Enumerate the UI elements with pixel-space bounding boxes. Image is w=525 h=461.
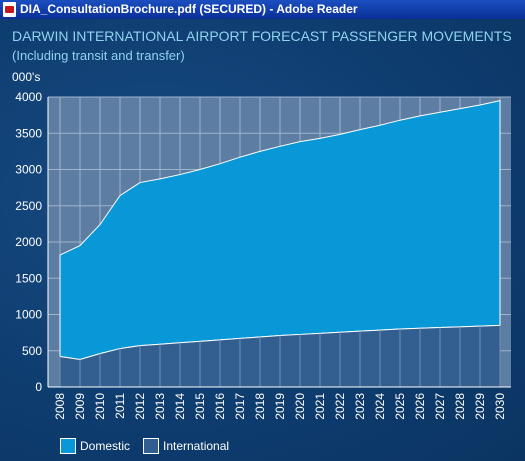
chart-subtitle: (Including transit and transfer)	[12, 48, 185, 63]
legend-international-label: International	[163, 439, 230, 453]
x-tick-label: 2021	[313, 393, 327, 420]
x-tick-label: 2013	[153, 393, 167, 420]
y-tick-label: 1500	[15, 271, 42, 285]
window-title: DIA_ConsultationBrochure.pdf (SECURED) -…	[20, 2, 358, 16]
window-titlebar[interactable]: DIA_ConsultationBrochure.pdf (SECURED) -…	[0, 0, 525, 19]
x-tick-label: 2011	[113, 393, 127, 419]
x-tick-label: 2020	[293, 393, 307, 420]
y-axis-unit-label: 000's	[12, 70, 41, 84]
x-tick-label: 2028	[453, 393, 467, 420]
x-tick-label: 2008	[53, 393, 67, 420]
x-tick-label: 2025	[393, 393, 407, 420]
pdf-icon	[3, 2, 16, 17]
y-tick-label: 0	[35, 380, 42, 394]
x-tick-label: 2016	[213, 393, 227, 420]
x-tick-label: 2019	[273, 393, 287, 420]
x-tick-label: 2029	[473, 393, 487, 420]
x-tick-label: 2014	[173, 393, 187, 420]
x-tick-label: 2027	[433, 393, 447, 420]
y-tick-label: 4000	[15, 90, 42, 104]
x-tick-label: 2010	[93, 393, 107, 420]
x-tick-label: 2012	[133, 393, 147, 420]
y-tick-label: 2500	[15, 199, 42, 213]
x-tick-label: 2023	[353, 393, 367, 420]
legend-domestic: Domestic	[60, 438, 130, 454]
x-tick-label: 2017	[233, 393, 247, 420]
x-tick-label: 2009	[73, 393, 87, 420]
legend-domestic-label: Domestic	[80, 439, 131, 453]
chart-title: DARWIN INTERNATIONAL AIRPORT FORECAST PA…	[12, 28, 512, 44]
area-chart: 0 500 1000 1500 2000 2500 3000 3500 4000 2008 2009…	[15, 90, 511, 420]
x-tick-label: 2022	[333, 393, 347, 420]
y-tick-label: 1000	[15, 308, 42, 322]
y-tick-label: 2000	[15, 235, 42, 249]
legend-domestic-swatch	[60, 438, 76, 454]
legend-international: International	[143, 438, 229, 454]
x-tick-label: 2015	[193, 393, 207, 420]
x-tick-label: 2030	[493, 393, 507, 420]
y-tick-label: 3500	[15, 126, 42, 140]
y-tick-label: 3000	[15, 163, 42, 177]
document-view: DARWIN INTERNATIONAL AIRPORT FORECAST PA…	[0, 19, 525, 461]
x-tick-label: 2024	[373, 393, 387, 420]
y-tick-label: 500	[22, 344, 42, 358]
x-tick-label: 2026	[413, 393, 427, 420]
x-tick-label: 2018	[253, 393, 267, 420]
legend-international-swatch	[143, 438, 159, 454]
